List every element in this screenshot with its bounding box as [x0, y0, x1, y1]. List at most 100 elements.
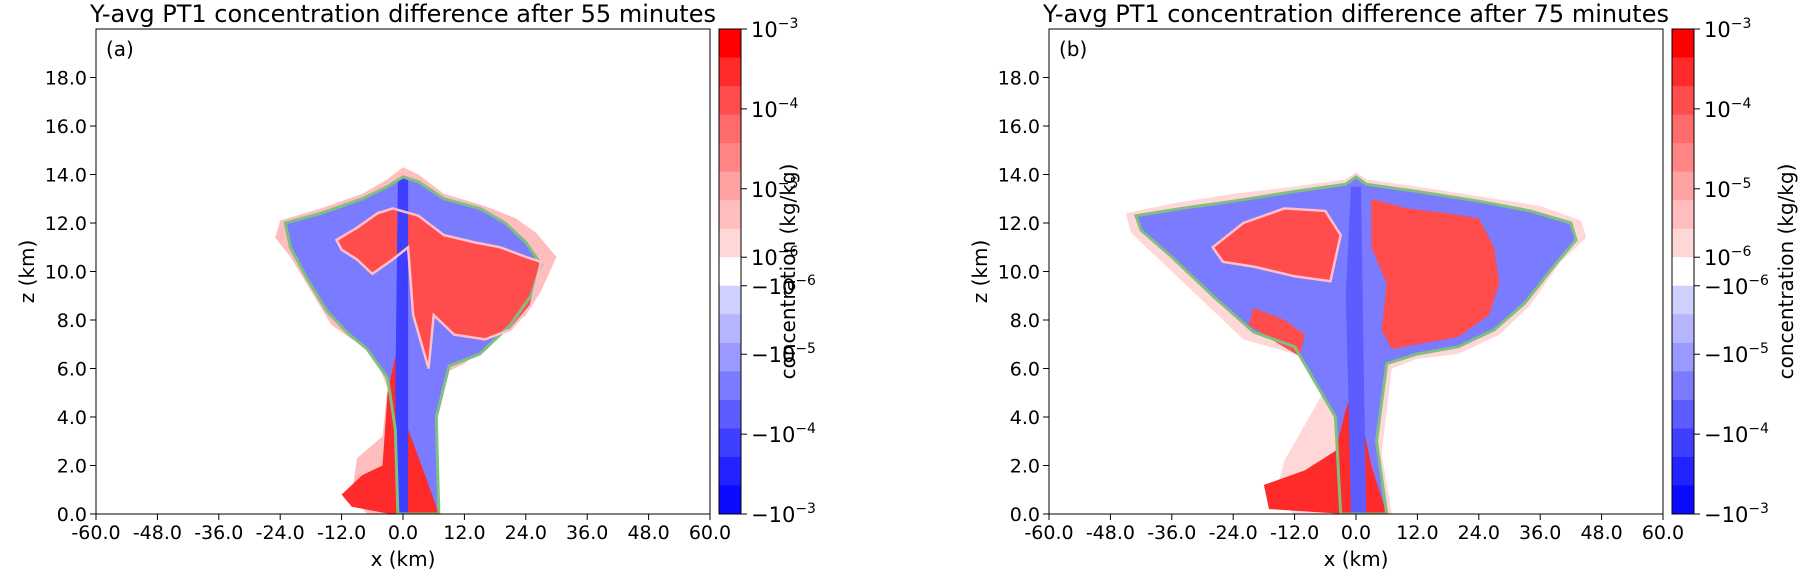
x-tick-label: -36.0 [194, 522, 243, 544]
y-tick-label: 12.0 [998, 213, 1040, 235]
y-tick-label: 16.0 [998, 116, 1040, 138]
y-tick-label: 18.0 [45, 68, 87, 90]
colorbar-swatch [719, 314, 741, 344]
colorbar-swatch [719, 257, 741, 287]
y-tick-label: 4.0 [1010, 407, 1040, 429]
colorbar-tick-label: 10−4 [751, 96, 798, 122]
colorbar-tick-label: −10−6 [751, 273, 816, 299]
colorbar-tick-label: −10−6 [1704, 273, 1769, 299]
field-region [395, 176, 409, 514]
colorbar-swatch [719, 342, 741, 372]
x-tick-label: -36.0 [1147, 522, 1196, 544]
field-region [1345, 186, 1367, 514]
y-axis: 0.0 2.0 4.0 6.0 8.0 10.0 12.0 14.0 16.0 18.0 z (km… [15, 68, 96, 526]
colorbar-tick-label: −10−4 [1704, 421, 1769, 447]
x-tick-label: 12.0 [1396, 522, 1438, 544]
y-tick-label: 10.0 [45, 262, 87, 284]
concentration-field [275, 167, 557, 514]
colorbar-frame [718, 28, 742, 515]
x-axis-label: x (km) [1324, 547, 1389, 571]
y-axis-label: z (km) [968, 240, 992, 304]
colorbar-swatch [719, 86, 741, 116]
x-tick-label: -48.0 [133, 522, 182, 544]
y-tick-label: 18.0 [998, 68, 1040, 90]
y-tick-label: 2.0 [57, 456, 87, 478]
y-axis-label: z (km) [15, 240, 39, 304]
colorbar-tick-label: −10−5 [1704, 341, 1769, 367]
colorbar-swatch [1672, 371, 1694, 401]
x-tick-label: 0.0 [388, 522, 418, 544]
x-tick-label: 48.0 [1580, 522, 1622, 544]
colorbar-swatch [1672, 200, 1694, 230]
x-tick-label: 36.0 [566, 522, 608, 544]
x-tick-label: 24.0 [505, 522, 547, 544]
colorbar-tick-label: −10−5 [751, 341, 816, 367]
colorbar-swatch [719, 57, 741, 87]
x-tick-label: 0.0 [1341, 522, 1371, 544]
colorbar-swatch [719, 143, 741, 173]
y-tick-label: 14.0 [998, 165, 1040, 187]
x-tick-label: 48.0 [627, 522, 669, 544]
colorbar-swatch [1672, 314, 1694, 344]
colorbar-tick-label: −10−3 [1704, 501, 1769, 527]
chart-title: Y-avg PT1 concentration difference after… [89, 0, 716, 28]
colorbar-tick-label: 10−4 [1704, 96, 1751, 122]
x-tick-label: 12.0 [443, 522, 485, 544]
x-tick-label: -60.0 [71, 522, 120, 544]
colorbar-swatch [1672, 86, 1694, 116]
x-tick-label: -12.0 [1270, 522, 1319, 544]
x-tick-label: -60.0 [1024, 522, 1073, 544]
colorbar-tick-label: 10−3 [751, 16, 798, 42]
colorbar-swatch [719, 29, 741, 59]
y-tick-label: 10.0 [998, 262, 1040, 284]
y-tick-label: 6.0 [57, 359, 87, 381]
contour-line [1210, 207, 1343, 283]
y-tick-label: 16.0 [45, 116, 87, 138]
panel-a: -60.0 -48.0 -36.0 -24.0 -12.0 0.0 12.0 24.0 36.0… [15, 0, 816, 571]
x-axis: -60.0 -48.0 -36.0 -24.0 -12.0 0.0 12.0 24.0 36.0… [1024, 514, 1684, 571]
field-region [1371, 198, 1500, 350]
colorbar-swatch [1672, 285, 1694, 315]
field-region [341, 356, 439, 514]
colorbar-swatch [719, 399, 741, 429]
colorbar-swatch [1672, 342, 1694, 372]
contour-line [283, 175, 543, 514]
colorbar-swatch [1672, 143, 1694, 173]
panel-b: -60.0 -48.0 -36.0 -24.0 -12.0 0.0 12.0 24.0 36.0… [968, 0, 1798, 571]
colorbar-swatch [1672, 428, 1694, 458]
colorbar: 10−3 10−4 10−5 10−6 −10−6 −10−5 −10−4 −10−3 conc… [718, 16, 816, 527]
colorbar-swatch [719, 171, 741, 201]
panel-label: (a) [106, 37, 134, 61]
x-tick-label: 60.0 [689, 522, 731, 544]
colorbar-swatch [1672, 399, 1694, 429]
colorbar-swatch [1672, 114, 1694, 144]
colorbar-swatch [719, 456, 741, 486]
colorbar-swatch [1672, 57, 1694, 87]
colorbar-tick-label: 10−6 [751, 244, 798, 270]
colorbar-tick-label: 10−3 [1704, 16, 1751, 42]
field-region [336, 208, 542, 369]
y-tick-label: 4.0 [57, 407, 87, 429]
colorbar-tick-label: 10−5 [1704, 176, 1751, 202]
colorbar-swatch [1672, 29, 1694, 59]
contour-line [334, 207, 543, 369]
colorbar-swatch [719, 371, 741, 401]
y-tick-label: 6.0 [1010, 359, 1040, 381]
x-tick-label: -12.0 [317, 522, 366, 544]
y-tick-label: 0.0 [1010, 504, 1040, 526]
y-tick-label: 8.0 [57, 310, 87, 332]
field-region [1212, 208, 1341, 282]
colorbar-swatch [719, 285, 741, 315]
x-tick-label: -24.0 [1209, 522, 1258, 544]
y-tick-label: 14.0 [45, 165, 87, 187]
x-tick-label: 24.0 [1458, 522, 1500, 544]
colorbar-swatch [719, 200, 741, 230]
colorbar-swatch [719, 485, 741, 515]
colorbar-swatch [1672, 485, 1694, 515]
colorbar-tick-label: −10−3 [751, 501, 816, 527]
y-tick-label: 2.0 [1010, 456, 1040, 478]
y-axis: 0.0 2.0 4.0 6.0 8.0 10.0 12.0 14.0 16.0 18.0 z (km… [968, 68, 1049, 526]
colorbar-frame [1671, 28, 1695, 515]
y-tick-label: 12.0 [45, 213, 87, 235]
